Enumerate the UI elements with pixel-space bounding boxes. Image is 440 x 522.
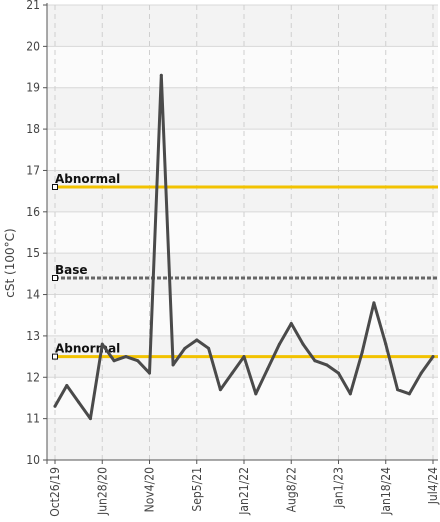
y-tick-label-13: 13 — [26, 329, 40, 343]
data-point-25 — [348, 392, 352, 396]
data-point-15 — [230, 371, 234, 375]
data-point-31 — [419, 371, 423, 375]
data-point-5 — [112, 359, 116, 363]
data-point-20 — [289, 322, 293, 325]
band-15 — [47, 211, 438, 254]
band-14 — [47, 253, 438, 295]
y-tick-label-18: 18 — [26, 122, 40, 136]
y-tick-label-17: 17 — [26, 163, 40, 177]
band-20 — [47, 5, 438, 47]
reference-marker-2 — [52, 353, 58, 360]
band-10 — [47, 418, 438, 460]
data-point-1 — [65, 384, 69, 388]
reference-marker-1 — [52, 275, 58, 281]
data-point-18 — [266, 367, 270, 371]
data-point-0 — [53, 404, 57, 408]
reference-marker-0 — [52, 184, 58, 190]
y-tick-label-20: 20 — [26, 39, 40, 53]
data-point-14 — [218, 388, 222, 392]
data-point-12 — [195, 338, 199, 342]
y-tick-label-11: 11 — [26, 412, 40, 426]
x-tick-label-8: Jul4/24 — [426, 467, 440, 505]
x-tick-label-5: Aug8/22 — [284, 467, 298, 512]
x-tick-label-4: Jan21/22 — [237, 467, 251, 516]
data-point-19 — [277, 342, 281, 346]
data-point-8 — [148, 371, 151, 375]
data-point-16 — [242, 355, 246, 359]
y-tick-label-15: 15 — [26, 246, 40, 260]
band-13 — [47, 294, 438, 336]
reference-label-1: Base — [55, 263, 88, 277]
data-point-21 — [301, 342, 305, 346]
tick-labels: 10 11 12 13 14 15 16 17 18 19 20 21 Oct26/19 Jun28/20… — [26, 0, 440, 517]
data-point-2 — [77, 400, 81, 404]
data-point-11 — [183, 346, 187, 350]
y-tick-label-10: 10 — [26, 453, 40, 467]
data-point-30 — [407, 392, 411, 396]
y-tick-label-19: 19 — [26, 81, 40, 95]
data-point-32 — [431, 355, 435, 359]
band-18 — [47, 87, 438, 130]
x-tick-label-7: Jan18/24 — [379, 467, 393, 516]
y-tick-label-16: 16 — [26, 205, 40, 219]
data-point-7 — [136, 359, 140, 363]
data-point-3 — [88, 417, 92, 421]
data-point-22 — [313, 359, 317, 363]
x-tick-label-1: Jun28/20 — [95, 467, 109, 516]
band-19 — [47, 46, 438, 88]
y-tick-label-12: 12 — [26, 370, 40, 384]
axes — [43, 3, 438, 464]
data-point-23 — [325, 363, 329, 367]
band-16 — [47, 170, 438, 212]
plot-background-bands — [47, 5, 438, 460]
band-11 — [47, 377, 438, 419]
band-17 — [47, 129, 438, 171]
data-point-17 — [254, 392, 258, 396]
data-point-27 — [372, 301, 376, 305]
y-axis-title: cSt (100°C) — [3, 228, 17, 297]
reference-label-0: Abnormal — [55, 172, 120, 186]
x-tick-label-3: Sep5/21 — [190, 467, 204, 512]
data-point-13 — [207, 346, 211, 350]
y-tick-label-14: 14 — [26, 288, 40, 302]
data-point-6 — [124, 355, 128, 359]
data-point-10 — [171, 363, 175, 367]
data-point-9 — [159, 73, 163, 77]
grid-lines — [47, 4, 438, 461]
data-point-4 — [100, 342, 104, 346]
data-point-29 — [396, 388, 400, 392]
data-point-26 — [360, 350, 364, 354]
x-tick-label-6: Jan1/23 — [332, 467, 346, 509]
data-series — [53, 73, 435, 421]
data-point-24 — [337, 371, 340, 375]
y-tick-label-21: 21 — [26, 0, 40, 12]
x-tick-label-2: Nov4/20 — [143, 467, 157, 512]
x-tick-label-0: Oct26/19 — [48, 467, 62, 517]
data-point-28 — [384, 342, 388, 346]
